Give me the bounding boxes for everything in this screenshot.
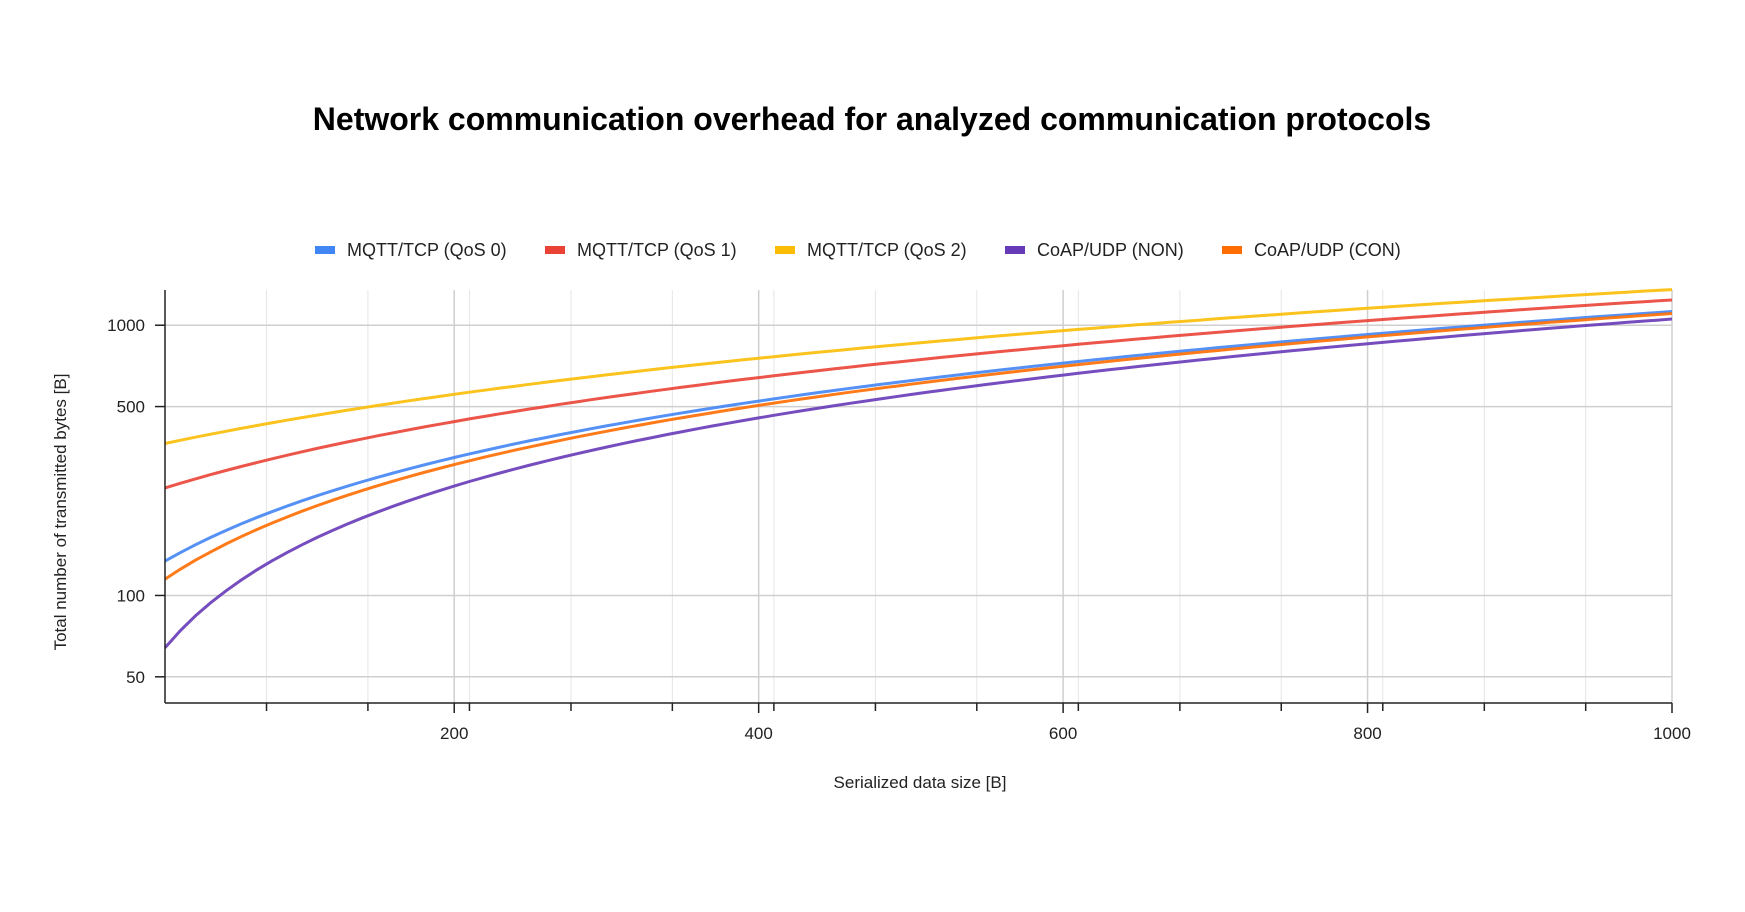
axes: 200 400 600 800 1000 50 100 500 1000 [107,290,1691,743]
x-tick-label: 800 [1353,724,1381,743]
grid [165,290,1673,703]
x-tick-label: 600 [1049,724,1077,743]
series-line-0 [164,310,1673,563]
y-axis-label: Total number of transmitted bytes [B] [51,374,70,651]
legend-label: MQTT/TCP (QoS 2) [807,240,967,260]
series-line-3 [163,317,1673,649]
legend-swatch [1005,246,1025,254]
legend-label: CoAP/UDP (NON) [1037,240,1184,260]
legend-label: MQTT/TCP (QoS 1) [577,240,737,260]
series-line-4 [164,312,1673,581]
chart-title: Network communication overhead for analy… [313,101,1431,137]
series-line-1 [164,298,1673,490]
series-lines [163,288,1673,649]
x-axis-label: Serialized data size [B] [834,773,1007,792]
legend-swatch [1222,246,1242,254]
y-tick-label: 50 [126,668,145,687]
legend-swatch [315,246,335,254]
legend-label: MQTT/TCP (QoS 0) [347,240,507,260]
y-tick-label: 1000 [107,316,145,335]
legend-swatch [775,246,795,254]
x-tick-label: 1000 [1653,724,1691,743]
legend-swatch [545,246,565,254]
legend-label: CoAP/UDP (CON) [1254,240,1401,260]
x-tick-label: 400 [744,724,772,743]
y-tick-label: 500 [117,398,145,417]
y-tick-label: 100 [117,586,145,605]
legend: MQTT/TCP (QoS 0) MQTT/TCP (QoS 1) MQTT/TCP… [315,240,1401,260]
series-line-2 [164,288,1673,445]
x-tick-label: 200 [440,724,468,743]
